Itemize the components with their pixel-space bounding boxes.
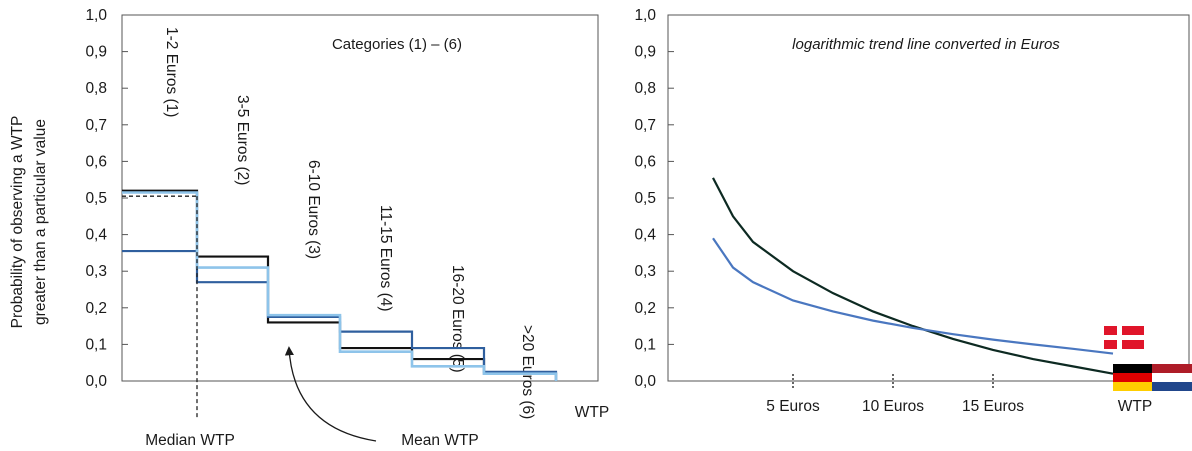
category-label: 6-10 Euros (3) <box>305 160 322 259</box>
step-series-line <box>122 191 558 381</box>
y-axis-label-line2: greater than a particular value <box>32 119 49 325</box>
left-y-tick-label: 0,5 <box>85 190 107 207</box>
trend-curves <box>712 177 1114 375</box>
netherlands-flag <box>1152 364 1192 391</box>
left-y-tick-label: 0,3 <box>85 263 107 280</box>
germany-flag <box>1113 364 1155 391</box>
category-labels: 1-2 Euros (1) 3-5 Euros (2) 6-10 Euros (3)… <box>163 27 536 419</box>
right-y-tick-label: 0,1 <box>634 336 656 353</box>
category-label: 3-5 Euros (2) <box>234 95 251 185</box>
right-x-axis-label: WTP <box>1118 398 1152 415</box>
right-x-tick-label: 10 Euros <box>862 398 924 415</box>
right-y-tick-label: 0,5 <box>634 190 656 207</box>
left-y-tick-label: 0,9 <box>85 44 107 61</box>
right-y-tick-label: 0,8 <box>634 80 656 97</box>
median-wtp-label: Median WTP <box>145 432 235 449</box>
right-y-tick-label: 0,2 <box>634 300 656 317</box>
right-y-tick-label: 0,6 <box>634 153 656 170</box>
right-chart: 1,0 0,9 0,8 0,7 0,6 0,5 0,4 0,3 0,2 0,1 0,0 logari… <box>634 7 1192 415</box>
left-y-tick-label: 0,7 <box>85 117 107 134</box>
category-label: 11-15 Euros (4) <box>377 205 394 312</box>
left-y-tick-label: 0,1 <box>85 336 107 353</box>
left-y-tick-label: 0,8 <box>85 80 107 97</box>
denmark-flag <box>1104 326 1144 349</box>
right-x-tick-label: 5 Euros <box>766 398 820 415</box>
mean-wtp-arrow <box>284 346 377 442</box>
left-y-tick-label: 0,2 <box>85 300 107 317</box>
category-label: 16-20 Euros (5) <box>449 265 466 373</box>
left-y-tick-label: 0,0 <box>85 373 107 390</box>
right-y-tick-label: 0,4 <box>634 227 656 244</box>
left-chart-title: Categories (1) – (6) <box>332 36 462 53</box>
right-y-tick-label: 1,0 <box>634 7 656 24</box>
y-axis-label-line1: Probability of observing a WTP <box>9 116 26 329</box>
left-y-tick-label: 1,0 <box>85 7 107 24</box>
left-x-axis-label: WTP <box>575 404 609 421</box>
right-y-tick-label: 0,3 <box>634 263 656 280</box>
trend-curve <box>712 177 1114 375</box>
left-chart: 1,0 0,9 0,8 0,7 0,6 0,5 0,4 0,3 0,2 0,1 0,0 Catego… <box>85 7 609 449</box>
right-chart-title: logarithmic trend line converted in Euro… <box>792 36 1060 53</box>
right-x-tick-label: 15 Euros <box>962 398 1024 415</box>
left-y-tick-label: 0,6 <box>85 153 107 170</box>
trend-curve <box>712 237 1114 355</box>
category-label: 1-2 Euros (1) <box>163 27 180 117</box>
right-y-tick-label: 0,0 <box>634 373 656 390</box>
right-x-ticks: 5 Euros 10 Euros 15 Euros <box>766 374 1024 415</box>
mean-wtp-label: Mean WTP <box>401 432 479 449</box>
step-series <box>122 189 558 381</box>
right-y-tick-label: 0,7 <box>634 117 656 134</box>
left-y-ticks: 1,0 0,9 0,8 0,7 0,6 0,5 0,4 0,3 0,2 0,1 0,0 <box>85 7 128 390</box>
right-y-tick-label: 0,9 <box>634 44 656 61</box>
left-y-tick-label: 0,4 <box>85 227 107 244</box>
right-y-ticks: 1,0 0,9 0,8 0,7 0,6 0,5 0,4 0,3 0,2 0,1 0,0 <box>634 7 674 390</box>
